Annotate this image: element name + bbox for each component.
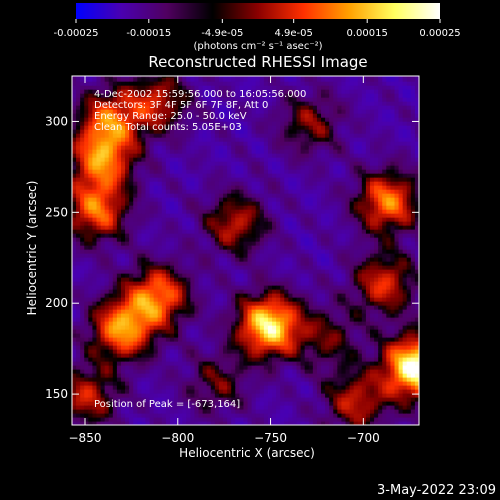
colorbar-gradient (76, 3, 440, 19)
y-tick-label: 150 (45, 387, 68, 401)
plot-frame (71, 75, 420, 426)
y-tick-label: 250 (45, 205, 68, 219)
colorbar-ticks: -0.00025 -0.00015 -4.9e-05 4.9e-05 0.00015 0.… (54, 19, 461, 39)
y-axis-ticks: 150 200 250 300 (45, 114, 419, 401)
info-line: Detectors: 3F 4F 5F 6F 7F 8F, Att 0 (94, 100, 268, 111)
x-tick-label: −850 (69, 431, 102, 445)
info-line: Clean Total counts: 5.05E+03 (94, 122, 242, 133)
colorbar-tick-label: 0.00025 (419, 28, 460, 39)
colorbar: -0.00025 -0.00015 -4.9e-05 4.9e-05 0.00015 0.… (54, 3, 461, 52)
y-tick-label: 300 (45, 114, 68, 128)
chart-title: Reconstructed RHESSI Image (148, 53, 367, 71)
info-line: 4-Dec-2002 15:59:56.000 to 16:05:56.000 (94, 89, 306, 100)
x-axis-ticks: −850 −800 −750 −700 (69, 76, 380, 445)
info-line: Energy Range: 25.0 - 50.0 keV (94, 111, 247, 122)
image-info-annotation: 4-Dec-2002 15:59:56.000 to 16:05:56.000D… (94, 89, 306, 133)
y-axis-label: Heliocentric Y (arcsec) (25, 181, 39, 316)
colorbar-unit-label: (photons cm⁻² s⁻¹ asec⁻²) (193, 41, 322, 52)
y-tick-label: 200 (45, 296, 68, 310)
heatmap-image (72, 76, 419, 425)
colorbar-tick-label: -0.00025 (54, 28, 99, 39)
x-axis-label: Heliocentric X (arcsec) (179, 446, 315, 460)
peak-position-label: Position of Peak = [-673,164] (94, 399, 240, 410)
colorbar-tick-label: 4.9e-05 (274, 28, 312, 39)
x-tick-label: −800 (161, 431, 194, 445)
x-tick-label: −700 (347, 431, 380, 445)
timestamp: 3-May-2022 23:09 (377, 483, 496, 498)
colorbar-tick-label: 0.00015 (347, 28, 388, 39)
colorbar-tick-label: -0.00015 (126, 28, 171, 39)
colorbar-tick-label: -4.9e-05 (201, 28, 243, 39)
x-tick-label: −750 (254, 431, 287, 445)
